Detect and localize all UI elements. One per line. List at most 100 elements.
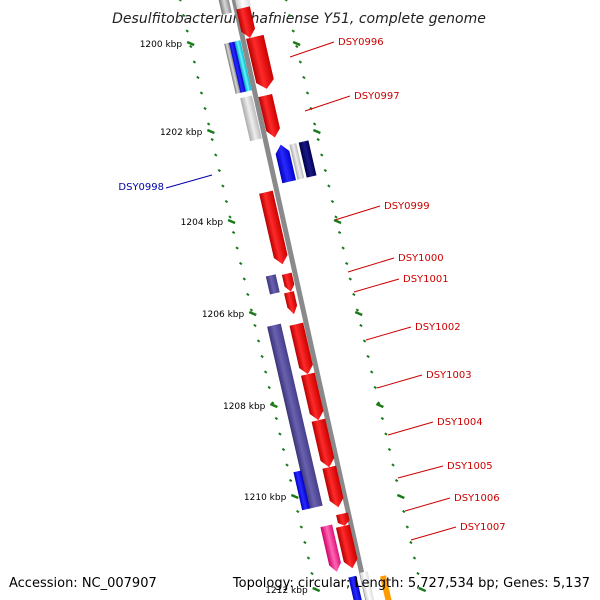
gene-label-dsy1000[interactable]: DSY1000 [398,253,444,264]
tick-dot [287,13,292,18]
tick-dot [181,13,186,18]
tick-dot [302,75,306,80]
gene-feature-dsy0998-navy [298,140,317,178]
gene-label-dsy1005[interactable]: DSY1005 [447,461,493,472]
tick-label: 1206 kbp [202,310,245,320]
tick-mark [248,310,257,317]
tick-dot [369,370,374,374]
tick-dot [409,540,413,545]
label-leader-line [165,174,213,189]
gene-label-dsy1007[interactable]: DSY1007 [460,522,506,533]
tick-dot [359,323,363,328]
tick-dot [291,29,295,33]
tick-dot [271,401,275,405]
tick-dot [256,339,261,343]
gene-label-dsy0999[interactable]: DSY0999 [384,201,430,212]
tick-dot [391,463,395,467]
tick-dot [284,0,288,2]
tick-label: 1204 kbp [181,218,224,228]
tick-dot [327,184,331,188]
tick-dot [405,525,409,529]
tick-mark [333,218,342,225]
tick-dot [253,323,257,328]
tick-dot [348,277,352,281]
tick-dot [185,29,189,33]
tick-label: 1202 kbp [160,128,203,138]
tick-dot [352,292,356,297]
tick-dot [221,184,225,188]
label-leader-line [410,526,457,541]
tick-dot [303,540,307,545]
tick-dot [355,308,360,312]
gene-label-dsy1003[interactable]: DSY1003 [426,370,472,381]
gene-feature-red [236,6,255,38]
gene-feature-downstream-3 [380,575,393,600]
tick-dot [189,44,193,49]
gene-label-dsy0997[interactable]: DSY0997 [354,91,400,102]
tick-dot [203,106,207,111]
label-leader-line [334,205,381,221]
tick-dot [306,556,311,560]
tick-mark [354,310,363,317]
gene-feature-downstream-2 [348,575,365,600]
label-leader-line [289,41,335,58]
gene-label-dsy1004[interactable]: DSY1004 [437,417,483,428]
tick-dot [239,261,243,266]
tick-dot [387,447,392,452]
gene-feature-dsy0996 [246,34,274,89]
tick-dot [210,137,214,142]
gene-feature-dsy1005-blue [293,470,310,511]
gene-feature-magenta [320,524,341,572]
label-leader-lines [165,41,457,541]
gene-feature-lightgray [240,95,262,142]
gene-feature-dsy0998-gray [289,143,305,180]
tick-dot [260,354,264,359]
tick-dot [217,168,222,173]
tick-dot [366,354,370,359]
tick-dot [206,122,211,126]
gene-label-dsy1002[interactable]: DSY1002 [415,322,461,333]
tick-dot [246,292,250,297]
tick-dot [320,153,324,157]
tick-dot [242,277,246,281]
tick-mark [206,128,215,135]
label-leader-line [397,465,444,479]
tick-mark [396,493,405,500]
label-leader-line [404,497,451,512]
gene-label-dsy0998[interactable]: DSY0998 [118,182,164,193]
tick-dot [249,308,254,312]
gene-feature-dsy1002 [289,322,313,375]
tick-dot [394,478,399,483]
tick-mark [292,40,301,47]
tick-dot [263,370,268,374]
gene-feature-dsy0998 [275,144,296,184]
tick-mark [186,40,195,47]
tick-dot [231,230,236,235]
tick-dot [224,199,229,204]
label-leader-line [347,257,395,273]
tick-dot [295,44,299,49]
tick-dot [310,571,314,576]
tick-dot [178,0,182,2]
tick-dot [380,416,385,421]
label-leader-line [353,278,400,293]
label-leader-line [365,326,412,341]
gene-label-dsy1001[interactable]: DSY1001 [403,274,449,285]
tick-dot [362,339,367,343]
gene-label-dsy0996[interactable]: DSY0996 [338,37,384,48]
gene-label-dsy1006[interactable]: DSY1006 [454,493,500,504]
tick-dot [334,215,338,219]
tick-dot [305,91,310,95]
tick-dot [384,432,388,436]
tick-dot [377,401,381,405]
tick-dot [285,463,289,467]
gene-feature-dsy1006 [336,512,350,526]
gene-feature-upstream-1 [232,0,251,10]
tick-marks [186,40,427,593]
gene-feature-dsy0999 [259,190,288,265]
topology-text: Topology: circular; Length: 5,727,534 bp… [232,576,590,591]
gene-feature-dsy1000-purple [265,274,280,295]
tick-dot [214,153,218,157]
tick-dot [416,571,420,576]
